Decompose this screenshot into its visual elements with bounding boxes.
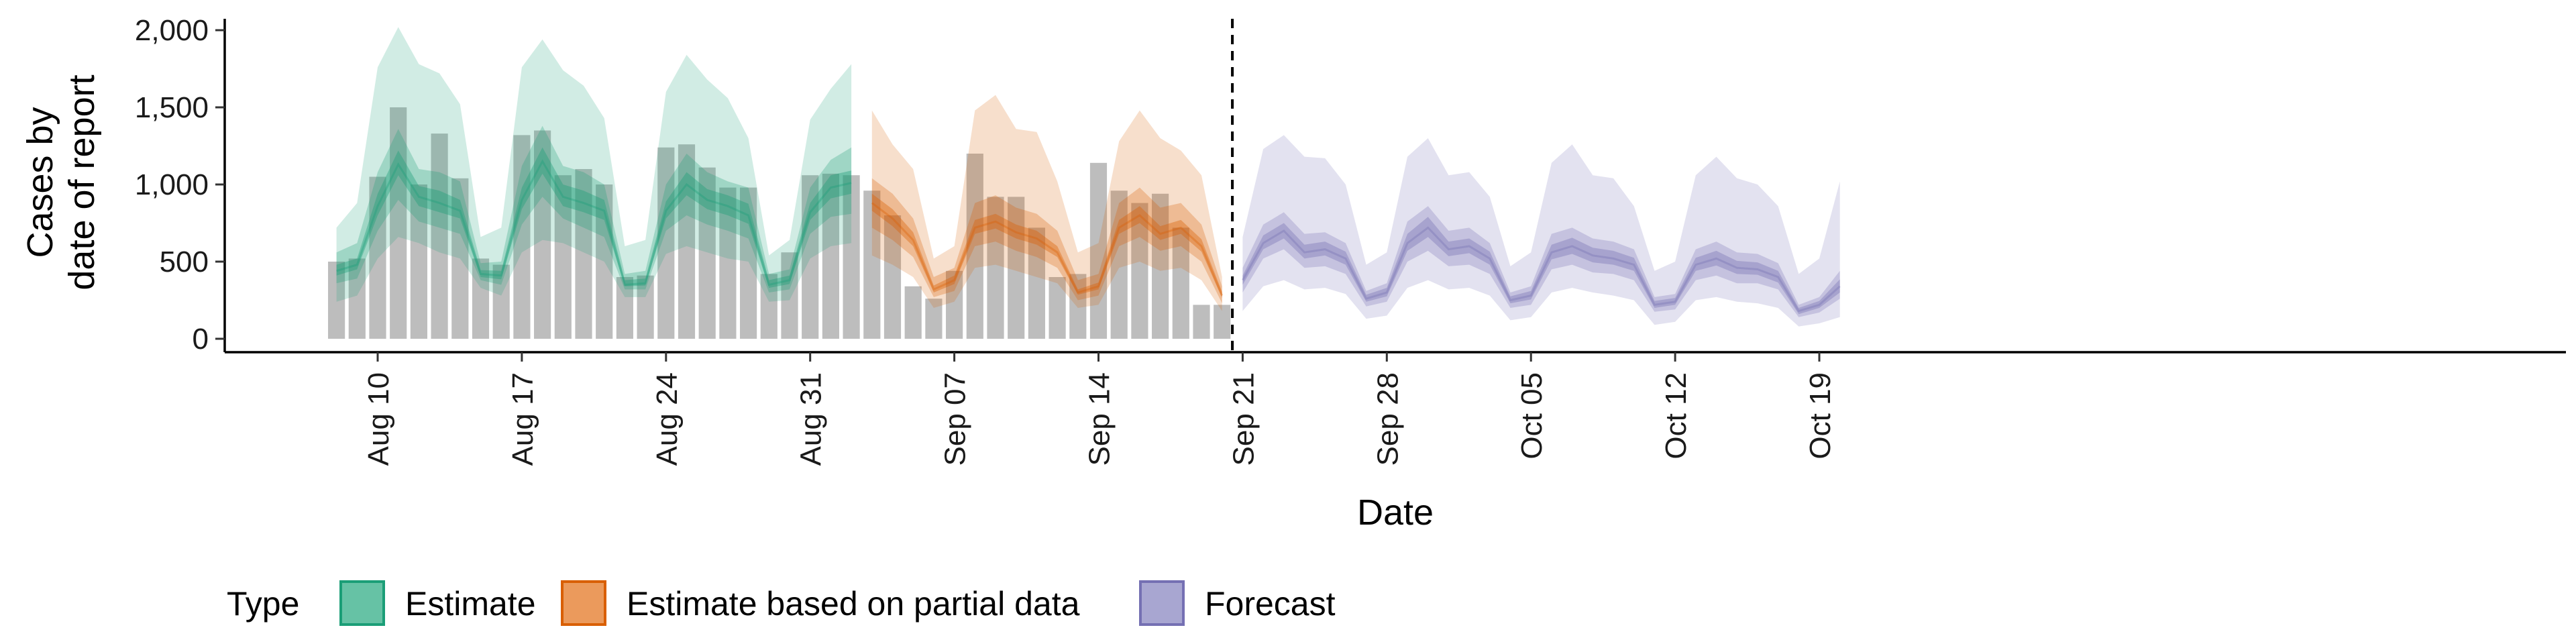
x-tick-label: Sep 14 [1083, 372, 1116, 466]
x-tick-label: Aug 17 [506, 372, 539, 466]
reported-case-bar [369, 176, 386, 339]
reported-case-bar [513, 135, 531, 339]
reported-case-bar [863, 191, 881, 339]
legend-swatch [561, 580, 606, 626]
reported-case-bar [534, 130, 551, 339]
forecast-band-90 [1242, 135, 1840, 327]
reported-case-bar [1008, 197, 1025, 339]
reported-case-bar [1131, 203, 1148, 339]
estimate-based-on-partial-data-median-line [871, 202, 1224, 297]
y-tick-label: 500 [160, 246, 209, 278]
reported-case-bar [678, 144, 696, 339]
forecast-median-line [1242, 226, 1841, 313]
x-tick-label: Aug 31 [795, 372, 828, 466]
reported-case-bar [657, 147, 675, 339]
reported-case-bar [1069, 274, 1087, 339]
y-axis-title: date of report [62, 74, 102, 290]
reported-case-bar [740, 187, 757, 339]
y-tick-label: 1,000 [135, 168, 209, 201]
y-tick-label: 1,500 [135, 91, 209, 124]
reported-case-bar [698, 167, 716, 339]
reported-case-bar [1172, 227, 1189, 339]
reported-case-bar [1152, 193, 1169, 339]
x-tick-label: Aug 24 [651, 372, 684, 466]
reported-case-bar [781, 252, 798, 339]
reported-case-bar [883, 215, 902, 339]
legend-swatch [1139, 580, 1185, 626]
legend-swatch [339, 580, 385, 626]
estimate-based-on-partial-data-band-20 [871, 193, 1222, 299]
legend-label: Estimate based on partial data [627, 585, 1080, 623]
y-axis-title: Cases by [20, 107, 60, 258]
reported-case-bar [390, 107, 407, 339]
estimate-band-90 [336, 27, 852, 302]
reported-case-bar [904, 286, 922, 339]
x-tick-label: Oct 05 [1515, 372, 1548, 460]
x-tick-label: Oct 12 [1660, 372, 1693, 460]
reported-case-bar [348, 258, 366, 339]
reported-case-bar [802, 175, 819, 339]
reported-case-bar [1049, 277, 1066, 339]
reported-case-bar [410, 184, 427, 339]
reported-case-bar [1028, 227, 1045, 339]
reported-case-bar [328, 262, 345, 339]
axes: 0 500 1,000 1,500 2,000 Aug 10 Aug 17 Aug 24 Aug… [20, 14, 2566, 533]
x-tick-label: Sep 21 [1227, 372, 1260, 466]
x-tick-label: Sep 07 [939, 372, 972, 466]
reported-case-bar [760, 274, 777, 339]
reported-case-bar [1193, 305, 1210, 339]
reported-case-bar [554, 175, 572, 339]
reported-case-bar [575, 169, 592, 339]
estimate-based-on-partial-data-band-50 [871, 178, 1222, 304]
estimate-band-20 [336, 147, 852, 288]
reported-case-bar [966, 154, 983, 339]
estimate-based-on-partial-data-band-90 [871, 95, 1222, 311]
legend: Type Estimate Estimate based on partial da… [227, 580, 1336, 626]
reported-case-bar [431, 133, 448, 339]
estimate-band-50 [336, 125, 852, 292]
estimate-bands [336, 27, 1841, 327]
reported-case-bar [987, 197, 1004, 339]
reported-case-bar [596, 184, 613, 339]
reported-case-bar [822, 173, 839, 339]
legend-label: Forecast [1205, 585, 1336, 623]
reported-case-bar [492, 264, 510, 339]
reported-case-bar [472, 258, 490, 339]
reported-case-bar [719, 187, 737, 339]
reported-case-bar [637, 275, 654, 339]
x-tick-label: Oct 19 [1804, 372, 1837, 460]
x-axis-title: Date [1357, 492, 1434, 533]
legend-title: Type [227, 585, 299, 623]
reported-case-bar [1089, 162, 1108, 339]
forecast-band-50 [1242, 206, 1840, 317]
x-tick-label: Sep 28 [1371, 372, 1404, 466]
reported-case-bar [925, 299, 943, 339]
reported-case-bar [451, 178, 469, 339]
estimate-median-line [336, 159, 852, 286]
reported-case-bar [616, 277, 633, 339]
reported-case-bar [1214, 305, 1231, 339]
reported-case-bar [843, 175, 860, 339]
x-tick-label: Aug 10 [362, 372, 395, 466]
reported-cases-bars [328, 107, 1231, 339]
forecast-band-20 [1242, 217, 1840, 315]
reported-case-bar [946, 270, 963, 339]
legend-label: Estimate [405, 585, 536, 623]
y-tick-label: 2,000 [135, 14, 209, 47]
reported-case-bar [1110, 191, 1128, 339]
y-tick-label: 0 [193, 323, 209, 356]
